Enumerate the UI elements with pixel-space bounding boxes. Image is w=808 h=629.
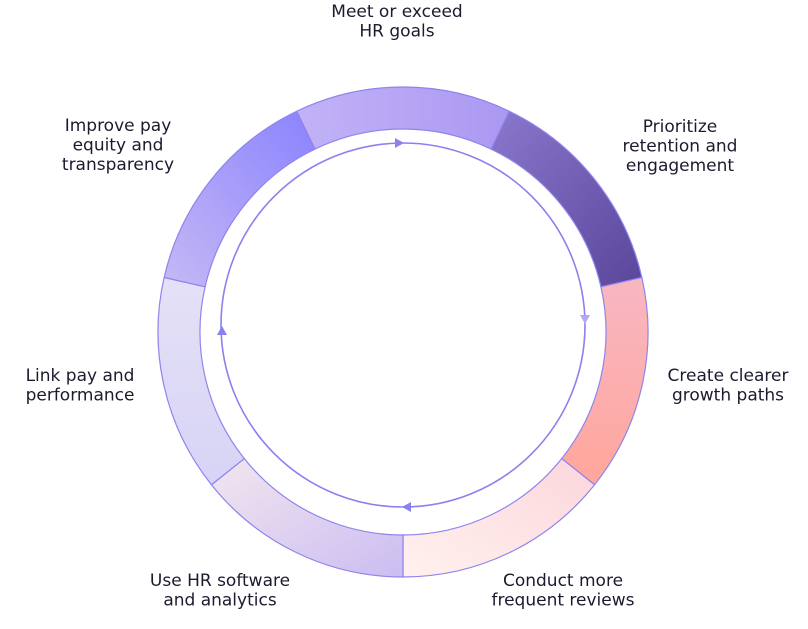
ring-segment (210, 457, 404, 578)
segment-label: equity and (73, 136, 164, 156)
arrow (395, 138, 404, 148)
ring-segment (157, 276, 246, 486)
arrow (402, 502, 411, 512)
segment-label: performance (26, 386, 135, 406)
segment-label: HR goals (359, 22, 434, 42)
segment-label: Meet or exceed (331, 2, 462, 22)
segment-label: Use HR software (150, 571, 290, 591)
segment-label: Create clearer (668, 366, 789, 386)
segment-label: Link pay and (26, 366, 135, 386)
ring (157, 86, 649, 578)
ring-segment (295, 86, 511, 150)
segment-label: transparency (62, 155, 174, 175)
segment-label: Improve pay (65, 116, 172, 136)
ring-segment (163, 110, 316, 288)
segment-label: retention and (623, 137, 738, 157)
cycle-arrows (217, 138, 590, 512)
ring-segment (560, 276, 649, 486)
ring-segment (402, 457, 596, 578)
segment-label: Conduct more (503, 571, 623, 591)
segment-label: and analytics (163, 591, 277, 611)
segment-label: engagement (626, 156, 734, 176)
arrow (580, 315, 590, 324)
ring-segment (490, 110, 643, 288)
arrow (217, 326, 227, 335)
segment-label: Prioritize (643, 117, 718, 137)
cycle-circle (220, 142, 586, 508)
segment-label: growth paths (672, 386, 784, 406)
segment-label: frequent reviews (491, 591, 634, 611)
